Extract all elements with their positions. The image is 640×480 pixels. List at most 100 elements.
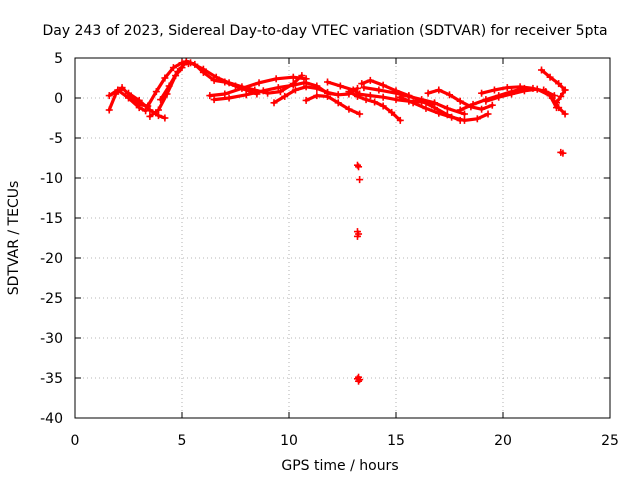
- point-arc-11: [302, 79, 310, 87]
- trace-arc-01: [107, 61, 190, 112]
- point-arc-19: [424, 89, 432, 97]
- plot-frame: [74, 57, 611, 419]
- point-arc-17: [360, 84, 368, 92]
- point-arc-08: [206, 92, 214, 100]
- point-arc-17: [431, 99, 439, 107]
- point-arc-21: [503, 84, 511, 92]
- point-arc-17: [405, 92, 413, 100]
- point-arc-14: [379, 102, 387, 110]
- point-arc-01: [118, 84, 126, 92]
- point-arc-20: [456, 106, 464, 114]
- point-arc-12: [302, 96, 310, 104]
- point-arc-22: [495, 93, 503, 101]
- point-arc-07: [264, 89, 272, 97]
- point-arc-02: [135, 104, 143, 112]
- y-tick-label: -10: [40, 171, 63, 187]
- point-arc-06: [253, 90, 261, 98]
- point-arc-17: [460, 110, 468, 118]
- point-arc-12: [334, 99, 342, 107]
- point-arc-18: [473, 115, 481, 123]
- point-arc-16: [379, 81, 387, 89]
- point-arc-23: [546, 73, 554, 81]
- point-arc-18: [460, 116, 468, 124]
- point-arc-05: [174, 68, 182, 76]
- point-arc-14: [345, 88, 353, 96]
- point-arc-11: [313, 82, 321, 90]
- outlier-point: [355, 163, 363, 171]
- point-arc-12: [313, 92, 321, 100]
- point-arc-02: [114, 86, 122, 94]
- point-arc-09: [225, 94, 233, 102]
- point-arc-06: [232, 82, 239, 90]
- point-arc-24: [561, 110, 569, 118]
- x-tick-label: 0: [71, 433, 80, 449]
- point-arc-05: [165, 82, 173, 90]
- point-arc-09: [259, 87, 267, 95]
- point-arc-20: [469, 100, 477, 108]
- point-arc-19: [446, 91, 453, 99]
- point-arc-04: [172, 72, 180, 80]
- point-arc-03: [135, 96, 143, 104]
- point-arc-04: [154, 106, 162, 114]
- point-arc-04: [178, 64, 186, 72]
- point-arc-21: [516, 83, 524, 91]
- point-arc-14: [371, 98, 379, 106]
- point-arc-18: [435, 109, 443, 117]
- point-arc-12: [356, 110, 364, 118]
- point-arc-12: [345, 105, 353, 113]
- point-arc-16: [443, 111, 451, 119]
- point-arc-06: [182, 57, 190, 65]
- point-arc-25: [557, 92, 565, 100]
- outlier-point: [353, 232, 361, 240]
- point-arc-07: [212, 73, 220, 81]
- outlier-point: [356, 176, 364, 184]
- point-arc-24: [540, 86, 548, 94]
- point-arc-07: [251, 86, 259, 94]
- point-arc-23: [555, 80, 563, 88]
- point-arc-01: [112, 90, 120, 98]
- point-arc-09: [242, 91, 250, 99]
- point-arc-02: [105, 92, 113, 100]
- point-arc-06: [191, 60, 199, 68]
- point-arc-18: [396, 93, 404, 101]
- point-arc-15: [366, 92, 374, 100]
- point-arc-17: [418, 96, 426, 104]
- point-arc-22: [508, 90, 516, 98]
- y-tick-label: 0: [54, 91, 63, 107]
- trace-arc-23: [539, 68, 567, 92]
- point-arc-01: [105, 106, 113, 114]
- point-arc-04: [163, 90, 171, 98]
- point-arc-12: [324, 92, 332, 100]
- point-arc-07: [187, 59, 195, 67]
- point-arc-04: [146, 112, 154, 120]
- point-arc-07: [298, 72, 306, 80]
- x-tick-labels: 0 5 10 15 20 25: [71, 433, 619, 449]
- point-arc-03: [125, 89, 132, 97]
- point-arc-18: [484, 110, 492, 118]
- y-tick-label: -25: [40, 291, 63, 307]
- point-arc-26: [559, 149, 567, 157]
- point-arc-14: [362, 96, 370, 104]
- point-arc-19: [488, 101, 496, 109]
- y-tick-label: -40: [40, 411, 63, 427]
- point-arc-14: [396, 116, 404, 124]
- point-arc-21: [490, 86, 498, 94]
- outlier-point: [356, 376, 364, 384]
- point-arc-03: [161, 114, 169, 122]
- point-arc-01: [161, 74, 169, 82]
- point-arc-19: [435, 86, 443, 94]
- point-arc-17: [392, 89, 400, 97]
- point-arc-10: [281, 92, 289, 100]
- point-arc-19: [478, 105, 486, 113]
- point-arc-09: [289, 81, 297, 89]
- point-arc-08: [221, 90, 229, 98]
- point-arc-08: [289, 73, 297, 81]
- x-tick-label: 20: [494, 433, 512, 449]
- y-tick-label: -20: [40, 251, 63, 267]
- point-arc-07: [199, 65, 207, 73]
- point-arc-18: [409, 99, 417, 107]
- point-arc-24: [555, 104, 563, 112]
- trace-arc-12: [304, 93, 362, 116]
- x-tick-label: 15: [387, 433, 405, 449]
